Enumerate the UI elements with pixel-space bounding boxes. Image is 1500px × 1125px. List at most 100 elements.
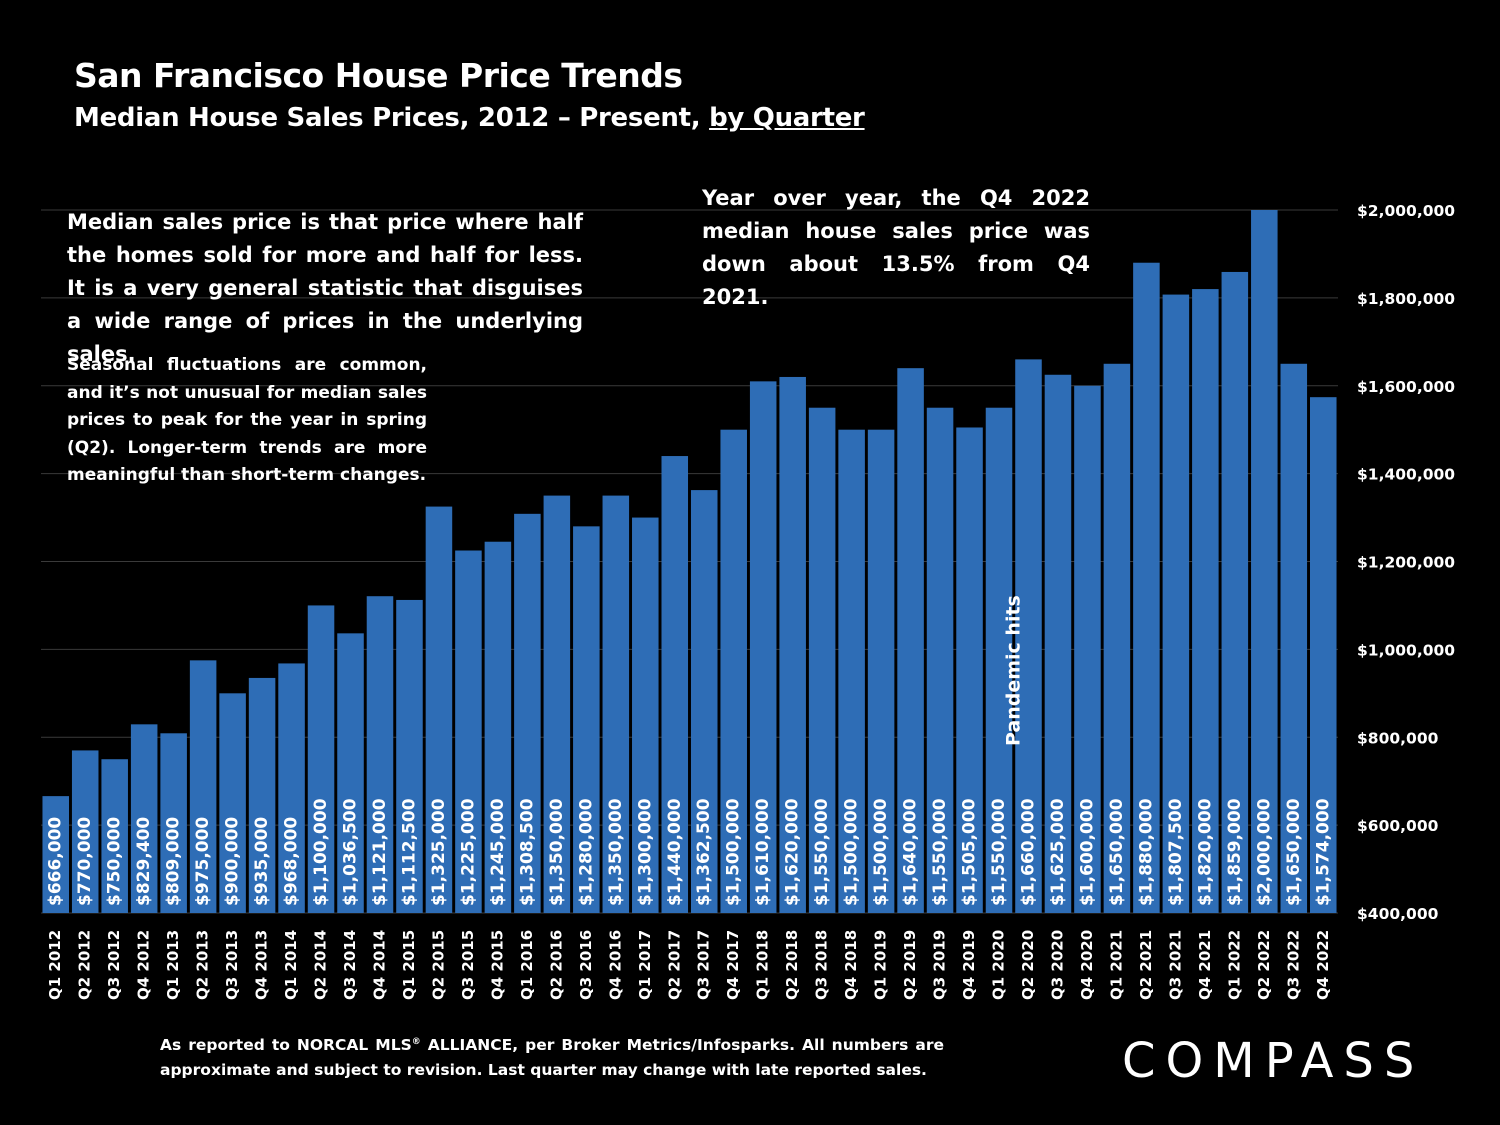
data-label: $1,300,000 <box>635 798 655 906</box>
data-label: $1,550,000 <box>930 798 950 906</box>
x-tick-label: Q1 2018 <box>754 930 772 1000</box>
x-tick-label: Q1 2014 <box>282 930 300 1000</box>
footnote-text-a: As reported to NORCAL MLS <box>160 1036 412 1055</box>
x-tick-label: Q4 2019 <box>960 930 978 1000</box>
data-label: $1,500,000 <box>842 798 862 906</box>
data-label: $1,245,000 <box>488 798 508 906</box>
data-label: $1,807,500 <box>1166 798 1186 906</box>
y-tick-label: $1,400,000 <box>1357 466 1455 484</box>
x-tick-label: Q4 2016 <box>606 930 624 1000</box>
source-footnote: As reported to NORCAL MLS® ALLIANCE, per… <box>160 1030 944 1083</box>
bar <box>926 407 954 913</box>
yoy-note: Year over year, the Q4 2022 median house… <box>702 186 1090 309</box>
bar <box>1074 385 1101 913</box>
x-tick-label: Q1 2019 <box>872 930 890 1000</box>
data-label: $1,280,000 <box>576 798 596 906</box>
bar <box>838 429 865 913</box>
x-tick-label: Q2 2016 <box>547 930 565 1000</box>
data-label: $1,620,000 <box>783 798 803 906</box>
bar <box>602 495 630 913</box>
bar <box>337 633 364 913</box>
data-label: $1,660,000 <box>1018 798 1038 906</box>
bar <box>543 495 571 913</box>
x-tick-label: Q3 2019 <box>931 930 949 1000</box>
x-tick-label: Q4 2012 <box>135 930 153 1000</box>
data-label: $1,350,000 <box>547 798 567 906</box>
data-label: $968,000 <box>282 817 302 906</box>
y-tick-label: $1,800,000 <box>1357 290 1455 308</box>
data-label: $1,121,000 <box>370 798 390 906</box>
bar <box>425 506 453 913</box>
y-tick-label: $400,000 <box>1357 905 1439 923</box>
bar <box>1251 210 1278 913</box>
x-tick-label: Q1 2022 <box>1225 930 1243 1000</box>
data-label: $1,859,000 <box>1225 798 1245 906</box>
data-label: $1,440,000 <box>665 798 685 906</box>
data-label: $1,550,000 <box>989 798 1009 906</box>
bar <box>573 526 600 913</box>
data-label: $1,574,000 <box>1313 798 1333 906</box>
bar <box>1103 363 1131 913</box>
x-tick-label: Q1 2015 <box>400 930 418 1000</box>
data-label: $935,000 <box>252 817 272 906</box>
x-tick-label: Q2 2022 <box>1255 930 1273 1000</box>
data-label: $1,308,500 <box>517 798 537 906</box>
data-label: $1,100,000 <box>311 798 331 906</box>
x-tick-label: Q2 2014 <box>312 930 330 1000</box>
data-label: $1,500,000 <box>724 798 744 906</box>
data-label: $809,000 <box>164 817 184 906</box>
bar <box>514 513 541 913</box>
bar <box>779 376 806 913</box>
bar <box>897 368 924 913</box>
bar <box>130 724 158 913</box>
x-tick-label: Q2 2015 <box>429 930 447 1000</box>
x-tick-label: Q4 2014 <box>370 930 388 1000</box>
data-label: $1,500,000 <box>871 798 891 906</box>
subtitle-text: Median House Sales Prices, 2012 – Presen… <box>74 103 710 133</box>
data-label: $900,000 <box>223 817 243 906</box>
x-tick-label: Q4 2020 <box>1078 930 1096 1000</box>
data-label: $1,625,000 <box>1048 798 1068 906</box>
x-tick-label: Q1 2021 <box>1107 930 1125 1000</box>
bar <box>366 596 394 913</box>
y-tick-label: $600,000 <box>1357 817 1439 835</box>
x-tick-label: Q2 2012 <box>76 930 94 1000</box>
bar <box>690 490 718 913</box>
median-definition-note: Median sales price is that price where h… <box>67 210 583 366</box>
bar <box>1162 294 1190 913</box>
data-label: $1,505,000 <box>960 798 980 906</box>
x-tick-label: Q3 2015 <box>459 930 477 1000</box>
bar <box>307 605 335 913</box>
data-label: $1,036,500 <box>341 798 361 906</box>
bar <box>219 693 246 913</box>
bar <box>396 599 423 913</box>
data-label: $1,650,000 <box>1284 798 1304 906</box>
x-tick-label: Q3 2017 <box>695 930 713 1000</box>
data-label: $1,325,000 <box>429 798 449 906</box>
data-label: $1,225,000 <box>458 798 478 906</box>
x-tick-label: Q4 2013 <box>253 930 271 1000</box>
x-tick-label: Q3 2020 <box>1048 930 1066 1000</box>
bar <box>661 456 689 913</box>
x-tick-label: Q3 2022 <box>1284 930 1302 1000</box>
bar <box>1221 271 1249 913</box>
bar <box>1309 397 1337 914</box>
bar <box>484 541 512 913</box>
chart-subtitle: Median House Sales Prices, 2012 – Presen… <box>74 103 865 133</box>
x-tick-label: Q1 2017 <box>636 930 654 1000</box>
x-tick-label: Q3 2013 <box>223 930 241 1000</box>
x-tick-label: Q2 2020 <box>1019 930 1037 1000</box>
y-tick-label: $2,000,000 <box>1357 202 1455 220</box>
bar <box>1192 289 1219 913</box>
bar <box>42 796 70 913</box>
bar <box>985 407 1013 913</box>
x-tick-label: Q4 2021 <box>1196 930 1214 1000</box>
bar <box>1044 374 1072 913</box>
x-tick-label: Q1 2012 <box>46 930 64 1000</box>
bar <box>189 660 217 913</box>
x-tick-label: Q3 2012 <box>105 930 123 1000</box>
x-tick-label: Q4 2017 <box>724 930 742 1000</box>
bar <box>1133 262 1160 914</box>
bar <box>867 429 895 913</box>
